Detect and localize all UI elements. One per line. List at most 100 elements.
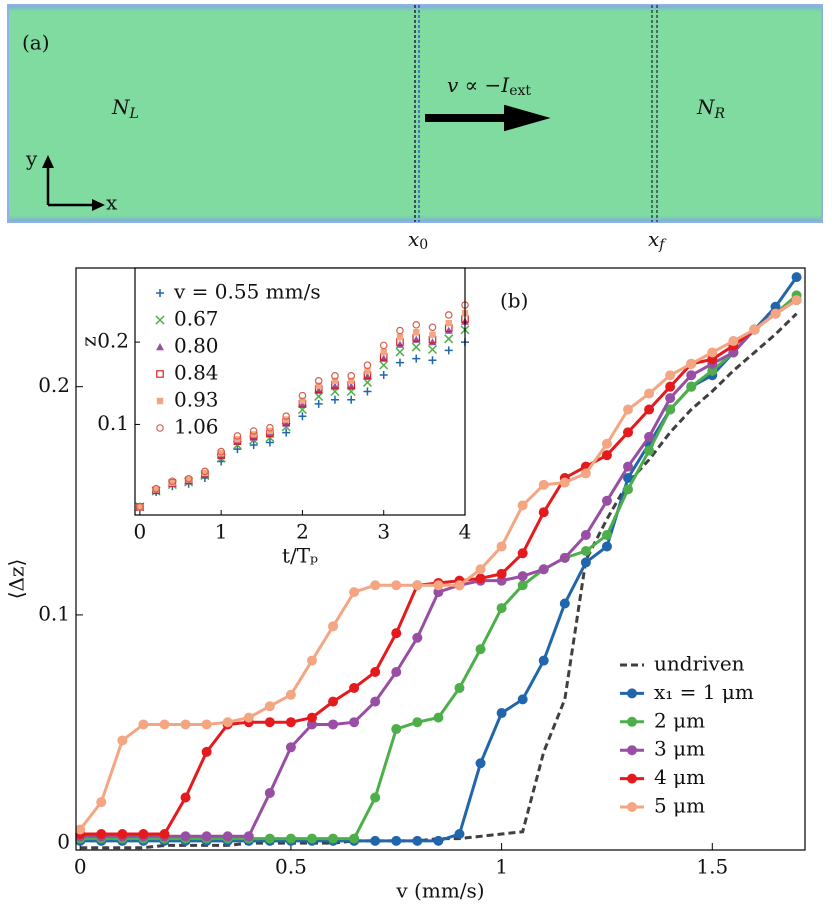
data-point (391, 724, 402, 735)
marker (314, 377, 323, 385)
marker (413, 329, 420, 336)
legend-label: 0.67 (174, 307, 219, 331)
data-point (665, 381, 676, 392)
marker (201, 467, 209, 476)
data-point (580, 546, 591, 557)
x-tick-label: 1 (495, 855, 508, 879)
region-label: NR (696, 95, 726, 123)
legend-swatch (156, 424, 164, 432)
marker (461, 301, 469, 309)
data-point (433, 580, 444, 591)
data-point (370, 580, 381, 591)
data-point (665, 404, 676, 415)
marker (379, 371, 388, 380)
data-point (517, 548, 528, 559)
data-point (475, 644, 486, 655)
marker (298, 391, 307, 400)
legend-label: 0.93 (174, 388, 219, 412)
x-tick-label: 1.5 (696, 855, 728, 879)
marker (395, 347, 405, 357)
data-point (201, 746, 212, 757)
marker (364, 367, 371, 375)
marker (428, 356, 437, 365)
legend-swatch (627, 802, 637, 812)
data-point (623, 404, 634, 415)
marker (347, 395, 356, 404)
data-point (75, 824, 86, 835)
data-point (665, 370, 676, 381)
panel-label: (a) (22, 31, 50, 55)
legend-swatch (627, 745, 637, 756)
data-point (686, 381, 697, 392)
y-tick-label: 0.2 (38, 373, 70, 397)
data-point (433, 587, 444, 598)
data-point (475, 573, 486, 584)
data-point (559, 477, 570, 488)
data-point (601, 495, 612, 506)
marker (331, 372, 339, 380)
data-point (412, 717, 423, 728)
marker (445, 319, 452, 327)
marker (396, 326, 404, 335)
data-point (264, 701, 275, 712)
legend-label: 0.84 (174, 361, 219, 385)
x-tick-label: 1 (215, 520, 228, 544)
symbol: N (696, 95, 716, 119)
data-point (580, 557, 591, 568)
data-point (707, 347, 718, 358)
drive-label: v ∝ −Iext (447, 73, 531, 100)
data-point (180, 831, 191, 842)
marker (266, 424, 274, 432)
drive-arrow (425, 104, 551, 132)
x-tick-label: 3 (377, 520, 390, 544)
data-point (644, 388, 655, 399)
marker (217, 447, 225, 456)
marker (379, 360, 389, 370)
plot-area (135, 268, 465, 515)
data-point (433, 712, 444, 723)
legend-label: undriven (654, 652, 745, 676)
marker (298, 400, 307, 408)
data-point (644, 404, 655, 415)
y-tick-label: 0.2 (97, 329, 129, 353)
axis-x: x (106, 191, 118, 215)
data-point (517, 500, 528, 511)
data-point (728, 347, 739, 358)
legend-label: v = 0.55 mm/s (173, 280, 321, 304)
axes-frame (134, 267, 466, 516)
marker (363, 361, 372, 369)
data-point (412, 580, 423, 591)
data-point (791, 272, 802, 283)
marker (249, 427, 258, 435)
y-tick-label: 0.1 (38, 601, 70, 625)
data-point (686, 358, 697, 369)
marker (427, 344, 438, 355)
data-point (138, 719, 149, 730)
data-point (517, 694, 528, 705)
data-point (243, 831, 254, 842)
data-point (412, 835, 423, 846)
symbol: x (648, 227, 659, 251)
data-point (580, 468, 591, 479)
data-point (644, 431, 655, 442)
x-axis-label: t/Tₚ (282, 544, 318, 568)
data-point (264, 717, 275, 728)
marker (412, 321, 421, 329)
data-point (580, 530, 591, 541)
data-point (623, 427, 634, 438)
marker (428, 323, 437, 331)
legend-label: x₁ = 1 μm (654, 680, 754, 704)
data-point (623, 461, 634, 472)
marker (429, 331, 436, 338)
data-point (370, 666, 381, 677)
marker (411, 342, 421, 352)
legend-label: 0.80 (174, 334, 219, 358)
inset-chart: 0 1 2 3 4 0.1 0.2 v = 0.55 mm/s 0.67 0.80 0.84 0.93… (77, 267, 471, 568)
data-point (538, 479, 549, 490)
data-point (370, 835, 381, 846)
marker-label: xf (648, 227, 667, 254)
legend-swatch (627, 688, 637, 699)
data-point (349, 682, 360, 693)
data-point (349, 833, 360, 844)
marker (298, 412, 307, 421)
